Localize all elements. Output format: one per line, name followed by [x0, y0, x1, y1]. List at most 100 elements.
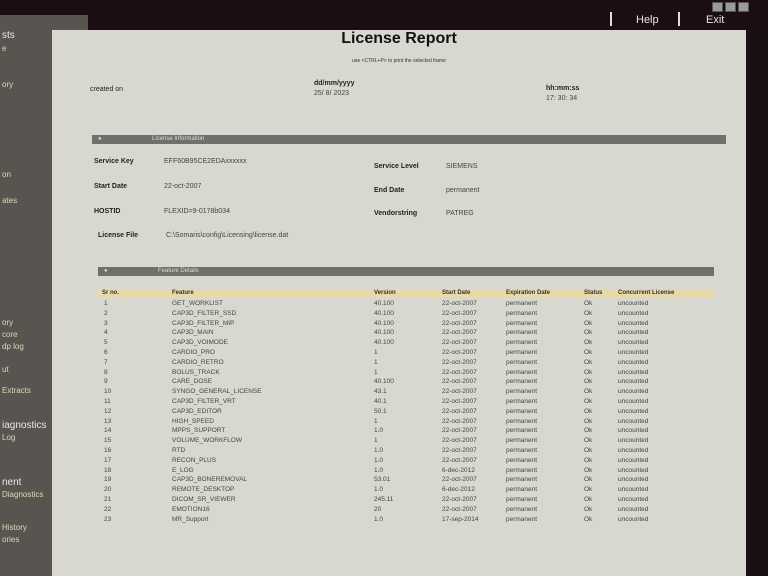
- table-cell: HIGH_SPEED: [172, 417, 214, 425]
- table-cell: permanent: [506, 417, 538, 425]
- table-cell: 21: [104, 496, 112, 503]
- top-bar: Help Exit: [0, 0, 768, 32]
- table-row: 2 CAP3D_FILTER_SSD 40.100 22-oct-2007 perman…: [98, 310, 714, 320]
- table-cell: uncounted: [618, 319, 649, 327]
- table-cell: CAP3D_BONEREMOVAL: [172, 476, 248, 484]
- sidebar-item[interactable]: Diagnostics: [2, 490, 44, 499]
- table-cell: Ok: [584, 329, 593, 337]
- sidebar-item[interactable]: ut: [2, 365, 9, 374]
- table-row: 7 CARDIO_RETRO 1 22-oct-2007 permanent Ok unco…: [98, 359, 714, 369]
- table-cell: 4: [104, 329, 108, 337]
- table-row: 14 MPPS_SUPPORT 1.0 22-oct-2007 permanent Ok u…: [98, 427, 714, 437]
- start-date-label: Start Date: [94, 183, 128, 190]
- expand-icon[interactable]: ●: [104, 268, 108, 274]
- table-row: 13 HIGH_SPEED 1 22-oct-2007 permanent Ok uncou…: [98, 418, 714, 428]
- table-cell: REMOTE_DESKTOP: [172, 486, 235, 494]
- table-row: 11 CAP3D_FILTER_VRT 40.1 22-oct-2007 permane…: [98, 398, 714, 408]
- table-cell: CARDIO_RETRO: [172, 358, 224, 366]
- close-icon[interactable]: [738, 2, 749, 12]
- table-cell: 22-oct-2007: [442, 388, 477, 396]
- minimize-icon[interactable]: [712, 2, 723, 12]
- table-cell: permanent: [506, 349, 538, 356]
- table-cell: 22-oct-2007: [442, 437, 477, 445]
- table-cell: permanent: [506, 466, 538, 474]
- table-cell: uncounted: [618, 447, 649, 454]
- table-cell: CAP3D_EDITOR: [172, 407, 222, 415]
- table-cell: 40.1: [374, 398, 387, 405]
- table-cell: 5: [104, 339, 108, 347]
- table-row: 21 DICOM_SR_VIEWER 245.11 22-oct-2007 perman…: [98, 496, 714, 506]
- expand-icon[interactable]: ●: [98, 136, 102, 142]
- table-cell: permanent: [506, 486, 538, 494]
- print-hint: use <CTRL+P> to print the selected frame: [352, 58, 446, 64]
- maximize-icon[interactable]: [725, 2, 736, 12]
- table-cell: uncounted: [618, 427, 649, 435]
- separator: [610, 12, 612, 26]
- help-button[interactable]: Help: [636, 14, 659, 26]
- sidebar-item[interactable]: ates: [2, 196, 18, 205]
- table-cell: E_LOG: [172, 466, 194, 474]
- table-row: 18 E_LOG 1.0 6-dec-2012 permanent Ok uncounted: [98, 467, 714, 477]
- sidebar-item[interactable]: ory: [2, 318, 14, 327]
- table-cell: 1: [374, 437, 378, 445]
- table-cell: 40.100: [374, 309, 394, 317]
- table-cell: VOLUME_WORKFLOW: [172, 437, 243, 445]
- sidebar-item[interactable]: e: [2, 44, 7, 53]
- sidebar-item[interactable]: dp log: [2, 342, 24, 351]
- sidebar-item[interactable]: iagnostics: [2, 420, 47, 431]
- table-cell: CAP3D_MAIN: [172, 329, 214, 337]
- table-cell: Ok: [584, 486, 593, 494]
- sidebar-item[interactable]: on: [2, 170, 11, 179]
- table-cell: uncounted: [618, 358, 649, 366]
- service-key-label: Service Key: [94, 158, 134, 165]
- table-cell: 40.100: [374, 300, 394, 307]
- license-file-value: C:\Somaris\config\Licensing\license.dat: [166, 232, 289, 239]
- table-cell: Ok: [584, 309, 593, 317]
- column-header: Concurrent License: [618, 290, 675, 296]
- sidebar-item[interactable]: Extracts: [2, 386, 31, 395]
- table-cell: 245.11: [374, 496, 394, 503]
- table-cell: 22-oct-2007: [442, 476, 477, 484]
- sidebar-item[interactable]: ories: [2, 535, 20, 544]
- sidebar-item[interactable]: Log: [2, 433, 16, 442]
- hostid-label: HOSTID: [94, 208, 121, 215]
- table-cell: permanent: [506, 358, 538, 366]
- table-cell: uncounted: [618, 486, 649, 494]
- table-cell: permanent: [506, 398, 538, 405]
- table-cell: 22-oct-2007: [442, 309, 477, 317]
- table-cell: 13: [104, 417, 112, 425]
- table-row: 4 CAP3D_MAIN 40.100 22-oct-2007 permanent Ok u…: [98, 329, 714, 339]
- table-cell: Ok: [584, 466, 593, 474]
- sidebar-item[interactable]: ory: [2, 80, 14, 89]
- table-cell: 19: [104, 476, 112, 484]
- table-cell: 22-oct-2007: [442, 447, 477, 454]
- table-cell: permanent: [506, 476, 538, 484]
- sidebar-item[interactable]: core: [2, 330, 18, 339]
- sidebar-item[interactable]: sts: [2, 30, 15, 41]
- table-cell: permanent: [506, 427, 538, 435]
- table-header: Sr no. Feature Version Start Date Expiration…: [98, 289, 714, 298]
- table-cell: 22-oct-2007: [442, 358, 477, 366]
- table-cell: CAP3D_FILTER_SSD: [172, 309, 237, 317]
- table-cell: 1.0: [374, 447, 384, 454]
- table-cell: Ok: [584, 378, 593, 386]
- vendorstring-label: Vendorstring: [374, 210, 418, 217]
- table-cell: 22: [104, 505, 112, 513]
- table-row: 6 CARDIO_PRO 1 22-oct-2007 permanent Ok uncoun…: [98, 349, 714, 359]
- sidebar-item[interactable]: nent: [2, 477, 22, 488]
- table-cell: 17-sep-2014: [442, 515, 479, 523]
- table-cell: permanent: [506, 456, 538, 464]
- table-cell: permanent: [506, 505, 538, 513]
- table-cell: uncounted: [618, 456, 649, 464]
- table-cell: permanent: [506, 339, 538, 347]
- table-cell: Ok: [584, 407, 593, 415]
- license-info-header[interactable]: ● License Information: [92, 135, 726, 144]
- feature-details-header[interactable]: ● Feature Details: [98, 267, 714, 276]
- table-cell: 6: [104, 349, 108, 356]
- table-cell: 22-oct-2007: [442, 427, 477, 435]
- exit-button[interactable]: Exit: [706, 14, 725, 26]
- end-date-label: End Date: [374, 187, 405, 194]
- sidebar-item[interactable]: History: [2, 523, 27, 532]
- column-header: Status: [584, 290, 603, 296]
- table-cell: Ok: [584, 300, 593, 307]
